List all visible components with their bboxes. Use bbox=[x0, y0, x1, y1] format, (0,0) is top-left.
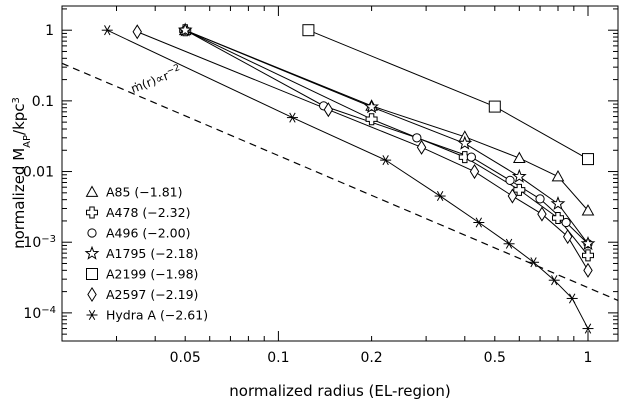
x-tick-label: 0.2 bbox=[360, 350, 382, 366]
data-point-triangle bbox=[581, 204, 595, 216]
data-point-asterisk bbox=[286, 112, 298, 123]
y-tick-label: 0.01 bbox=[23, 165, 54, 181]
legend-marker-star bbox=[84, 245, 100, 260]
legend-marker-circle bbox=[87, 228, 97, 238]
data-point-diamond bbox=[563, 229, 573, 245]
data-point-asterisk bbox=[434, 191, 446, 202]
reference-slope-line bbox=[61, 62, 619, 301]
slope-annotation: ṁ(r)∝r−2 bbox=[129, 63, 184, 96]
legend-marker-diamond bbox=[87, 286, 97, 303]
data-point-star bbox=[364, 99, 379, 114]
x-tick-label: 0.05 bbox=[170, 350, 201, 366]
data-point-diamond bbox=[583, 262, 593, 278]
data-point-asterisk bbox=[473, 217, 485, 228]
data-point-diamond bbox=[132, 24, 142, 40]
y-tick-label: 0.1 bbox=[32, 94, 54, 110]
data-point-diamond bbox=[507, 188, 518, 204]
x-tick-label: 0.1 bbox=[267, 350, 289, 366]
series-line-star bbox=[185, 29, 589, 245]
legend-marker-triangle bbox=[85, 185, 99, 197]
legend-label: Hydra A (−2.61) bbox=[106, 308, 208, 323]
legend-label: A85 (−1.81) bbox=[106, 185, 183, 200]
data-point-star bbox=[550, 195, 566, 211]
data-point-circle bbox=[466, 152, 476, 162]
data-point-asterisk bbox=[528, 257, 540, 268]
data-point-diamond bbox=[323, 102, 334, 118]
data-point-asterisk bbox=[380, 155, 392, 166]
data-point-star bbox=[580, 236, 596, 251]
legend-label: A2597 (−2.19) bbox=[106, 287, 198, 302]
data-point-cross bbox=[458, 151, 471, 164]
x-axis-label: normalized radius (EL-region) bbox=[229, 382, 450, 400]
plot-frame bbox=[61, 5, 619, 342]
series-line-diamond bbox=[137, 31, 589, 271]
legend-label: A2199 (−1.98) bbox=[106, 267, 198, 282]
data-point-square bbox=[302, 24, 315, 37]
legend-marker-square bbox=[86, 268, 98, 280]
data-point-asterisk bbox=[503, 238, 515, 249]
series-line-square bbox=[308, 29, 589, 160]
data-point-asterisk bbox=[582, 323, 594, 334]
data-point-square bbox=[488, 100, 501, 113]
data-point-cross bbox=[365, 113, 378, 126]
y-tick-label: 1 bbox=[45, 23, 54, 39]
legend-label: A496 (−2.00) bbox=[106, 226, 190, 241]
data-point-circle bbox=[505, 175, 515, 185]
data-point-square bbox=[581, 153, 594, 166]
data-point-cross bbox=[551, 212, 564, 225]
legend-marker-cross bbox=[86, 206, 98, 219]
data-point-asterisk bbox=[548, 275, 560, 286]
y-tick-label: 10−4 bbox=[23, 304, 56, 322]
data-point-triangle bbox=[551, 169, 565, 182]
data-point-star bbox=[177, 22, 193, 37]
x-tick-label: 1 bbox=[584, 350, 593, 366]
data-point-asterisk bbox=[101, 25, 113, 36]
data-point-cross bbox=[513, 183, 526, 196]
data-point-circle bbox=[412, 133, 422, 143]
data-point-triangle bbox=[512, 151, 526, 163]
series-line-cross bbox=[184, 29, 589, 256]
data-point-star bbox=[511, 168, 527, 183]
data-point-diamond bbox=[537, 206, 547, 222]
y-tick-label: 10−3 bbox=[23, 234, 56, 252]
data-point-asterisk bbox=[566, 293, 578, 304]
data-point-cross bbox=[581, 249, 594, 262]
data-point-diamond bbox=[469, 163, 480, 180]
legend-label: A478 (−2.32) bbox=[106, 205, 190, 220]
legend-label: A1795 (−2.18) bbox=[106, 246, 198, 261]
data-point-diamond bbox=[416, 139, 427, 155]
legend-marker-asterisk bbox=[86, 309, 98, 321]
series-line-asterisk bbox=[107, 29, 589, 329]
data-point-circle bbox=[535, 194, 545, 204]
data-point-star bbox=[457, 135, 473, 150]
x-tick-label: 0.5 bbox=[484, 350, 506, 366]
data-point-circle bbox=[561, 217, 571, 228]
series-line-triangle bbox=[185, 29, 589, 211]
y-axis-label: normalized MAP/kpc3 bbox=[10, 97, 33, 249]
